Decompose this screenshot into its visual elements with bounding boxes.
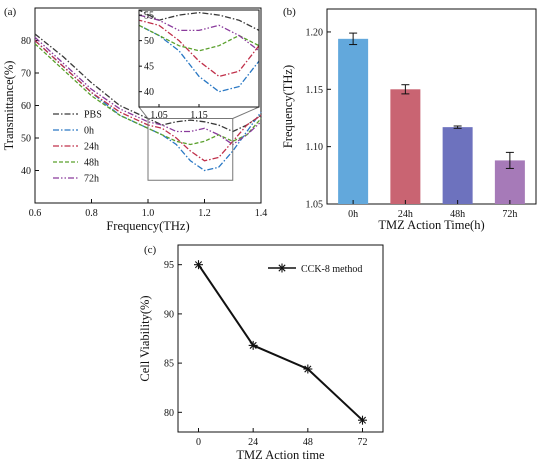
panel-c-xtick-label: 24: [248, 437, 258, 448]
panel-a-legend-label: 24h: [84, 142, 99, 153]
panel-a-inset-ytick-label: 40: [144, 87, 154, 98]
panel-a-ytick-label: 60: [21, 101, 31, 112]
panel-a-series-line: [34, 40, 262, 172]
panel-c-xlabel: TMZ Action time: [236, 448, 325, 462]
panel-c-point: [248, 340, 258, 350]
panel-c-point: [303, 364, 313, 374]
panel-c-ytick-label: 85: [164, 359, 174, 370]
panel-c-frame: [177, 244, 384, 433]
panel-c-xtick-label: 72: [358, 437, 368, 448]
panel-a-inset-ytick-label: 45: [144, 62, 154, 73]
panel-a-legend-label: PBS: [84, 110, 102, 121]
panel-a-zoom-box: [147, 118, 234, 181]
panel-c-xtick-label: 0: [196, 437, 201, 448]
panel-a-inset-line: [139, 24, 259, 52]
panel-b-frame: [326, 8, 537, 205]
panel-c-legend-label: CCK-8 method: [301, 264, 362, 275]
panel-a-inset-ytick-label: 55: [144, 11, 154, 22]
panel-c-legend-marker-stroke: [278, 264, 286, 272]
panel-a-ytick-label: 80: [21, 36, 31, 47]
panel-b-xtick-label: 24h: [398, 209, 413, 220]
panel-b-ytick-label: 1.05: [306, 200, 324, 211]
panel-c-ylabel: Cell Viability(%): [138, 295, 152, 381]
panel-a: (a) 0.6 0.8 1.0 1.2 1.4 40 50 60 70 80 Frequency(TH…: [2, 6, 268, 233]
panel-c-point-stroke: [194, 261, 203, 269]
panel-c-ytick-label: 80: [164, 408, 174, 419]
panel-a-legend-label: 72h: [84, 174, 99, 185]
panel-a-inset-bg: [139, 10, 259, 107]
panel-a-inset-xtick-label: 1.05: [150, 110, 168, 121]
panel-a-zoom-connector: [232, 106, 260, 119]
panel-c-legend-marker: [277, 263, 287, 273]
panel-c-tag: (c): [144, 244, 157, 256]
panel-a-ytick-label: 70: [21, 69, 31, 80]
panel-a-inset-line: [139, 19, 259, 78]
panel-c-ytick-label: 95: [164, 260, 174, 271]
panel-b-tag: (b): [283, 6, 296, 18]
panel-a-xtick-label: 1.4: [255, 208, 268, 219]
panel-a-zoom-connector: [138, 106, 149, 119]
panel-a-inset-line: [139, 14, 259, 52]
panel-b-bar: [390, 89, 421, 204]
panel-b-bar: [338, 38, 369, 204]
panel-b-ytick-label: 1.10: [306, 142, 324, 153]
panel-a-ylabel: Transmittance(%): [2, 61, 16, 151]
panel-b: (b) 1.05 1.10 1.15 1.20 0h 24h 48h 72h TMZ Action…: [281, 6, 537, 232]
panel-a-ytick-label: 40: [21, 166, 31, 177]
panel-a-inset-ytick-label: 50: [144, 36, 154, 47]
panel-a-xtick-label: 0.8: [85, 208, 98, 219]
panel-c-point-stroke: [249, 341, 257, 349]
panel-b-ylabel: Frequency(THz): [281, 65, 295, 148]
panel-a-tag: (a): [4, 6, 17, 18]
panel-b-xlabel: TMZ Action Time(h): [378, 218, 484, 232]
panel-a-inset-xtick-label: 1.15: [190, 110, 208, 121]
panel-c-point-stroke: [358, 416, 367, 424]
panel-a-ytick-label: 50: [21, 134, 31, 145]
panel-a-xtick-label: 1.0: [142, 208, 155, 219]
panel-a-xtick-label: 0.6: [29, 208, 42, 219]
panel-b-xtick-label: 48h: [450, 209, 465, 220]
panel-a-legend-label: 0h: [84, 126, 94, 137]
panel-c-point: [194, 260, 203, 270]
panel-b-xtick-label: 0h: [348, 209, 358, 220]
panel-b-bar: [442, 127, 473, 204]
panel-a-legend-label: 48h: [84, 158, 99, 169]
panel-c-point-stroke: [304, 365, 312, 373]
panel-b-xtick-label: 72h: [502, 209, 517, 220]
panel-c-ytick-label: 90: [164, 309, 174, 320]
panel-b-ytick-label: 1.15: [306, 85, 324, 96]
panel-c-point: [358, 415, 367, 425]
panel-b-ytick-label: 1.20: [306, 27, 324, 38]
panel-c-series-line: [197, 264, 364, 421]
panel-c: (c) 0 24 48 72 80 85 90 95 TMZ Action time Cell Vi…: [138, 244, 384, 462]
panel-c-xtick-label: 48: [303, 437, 313, 448]
panel-a-xlabel: Frequency(THz): [106, 219, 189, 233]
panel-a-inset: 1.05 1.15 40 45 50 55: [138, 9, 260, 121]
panel-a-xtick-label: 1.2: [198, 208, 211, 219]
